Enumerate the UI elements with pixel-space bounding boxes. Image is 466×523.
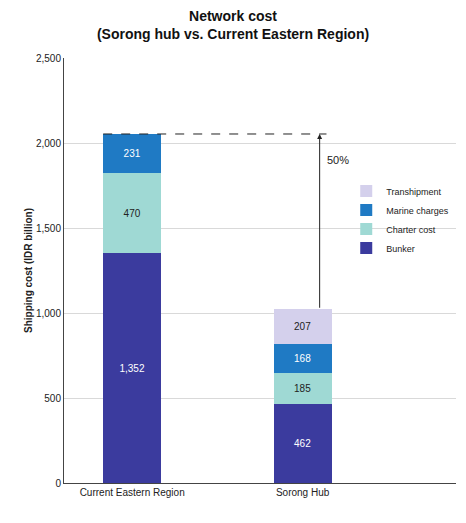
svg-text:Transhipment: Transhipment	[386, 187, 441, 197]
svg-text:Marine charges: Marine charges	[386, 206, 449, 216]
svg-text:462: 462	[294, 438, 311, 449]
svg-text:50%: 50%	[327, 154, 349, 166]
svg-text:Current Eastern Region: Current Eastern Region	[80, 487, 185, 498]
svg-text:2,000: 2,000	[36, 138, 61, 149]
svg-text:Shipping cost (IDR billion): Shipping cost (IDR billion)	[23, 208, 34, 333]
svg-text:1,500: 1,500	[36, 223, 61, 234]
svg-text:Network cost(Sorong hub vs. Cu: Network cost(Sorong hub vs. Current East…	[97, 8, 369, 42]
svg-text:0: 0	[55, 478, 61, 489]
svg-text:Charter cost: Charter cost	[386, 225, 436, 235]
svg-text:470: 470	[124, 208, 141, 219]
svg-text:1,352: 1,352	[119, 363, 144, 374]
svg-text:1,000: 1,000	[36, 308, 61, 319]
svg-text:168: 168	[294, 353, 311, 364]
svg-text:231: 231	[124, 148, 141, 159]
svg-text:185: 185	[294, 383, 311, 394]
svg-text:Bunker: Bunker	[386, 244, 415, 254]
svg-text:2,500: 2,500	[36, 53, 61, 64]
svg-text:500: 500	[44, 393, 61, 404]
svg-text:207: 207	[294, 321, 311, 332]
svg-text:Sorong Hub: Sorong Hub	[276, 487, 330, 498]
